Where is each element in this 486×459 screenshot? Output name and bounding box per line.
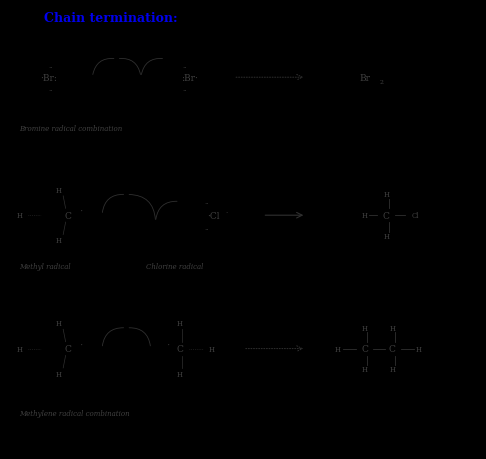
Text: :Br·: :Br· [181,73,198,83]
Text: ·Br:: ·Br: [40,73,57,83]
Text: ··: ·· [182,85,187,94]
Text: ··: ·· [49,62,53,71]
Text: C: C [176,344,183,353]
Text: C: C [383,211,390,220]
Text: Br: Br [359,73,370,83]
Text: ·: · [225,207,227,215]
Text: H: H [416,345,422,353]
Text: H: H [55,319,61,328]
Text: H: H [55,370,61,378]
Text: H: H [177,370,183,378]
Text: H: H [362,212,367,220]
Text: H: H [55,186,61,195]
Text: ··: ·· [182,62,187,71]
Text: ··: ·· [49,85,53,94]
Text: H: H [383,191,389,199]
Text: ·Cl: ·Cl [208,211,220,220]
Text: ·: · [166,340,169,349]
Text: H: H [208,345,214,353]
Text: H: H [362,324,367,332]
Text: Methylene radical combination: Methylene radical combination [19,409,130,417]
Text: Chlorine radical: Chlorine radical [146,262,203,270]
Text: H: H [177,319,183,328]
Text: H: H [389,324,395,332]
Text: H: H [17,212,22,220]
Text: ·: · [79,340,82,349]
Text: ·: · [79,207,82,216]
Text: H: H [362,365,367,374]
Text: ··: ·· [204,199,209,207]
Text: C: C [65,344,71,353]
Text: ··: ·· [204,224,209,233]
Text: Cl: Cl [412,212,419,220]
Text: Chain termination:: Chain termination: [44,12,177,25]
Text: H: H [383,232,389,241]
Text: H: H [55,237,61,245]
Text: H: H [17,345,22,353]
Text: H: H [389,365,395,374]
Text: H: H [335,345,341,353]
Text: C: C [361,344,368,353]
Text: Bromine radical combination: Bromine radical combination [19,124,122,133]
Text: C: C [389,344,396,353]
Text: Methyl radical: Methyl radical [19,262,71,270]
Text: 2: 2 [380,80,383,85]
Text: C: C [65,211,71,220]
